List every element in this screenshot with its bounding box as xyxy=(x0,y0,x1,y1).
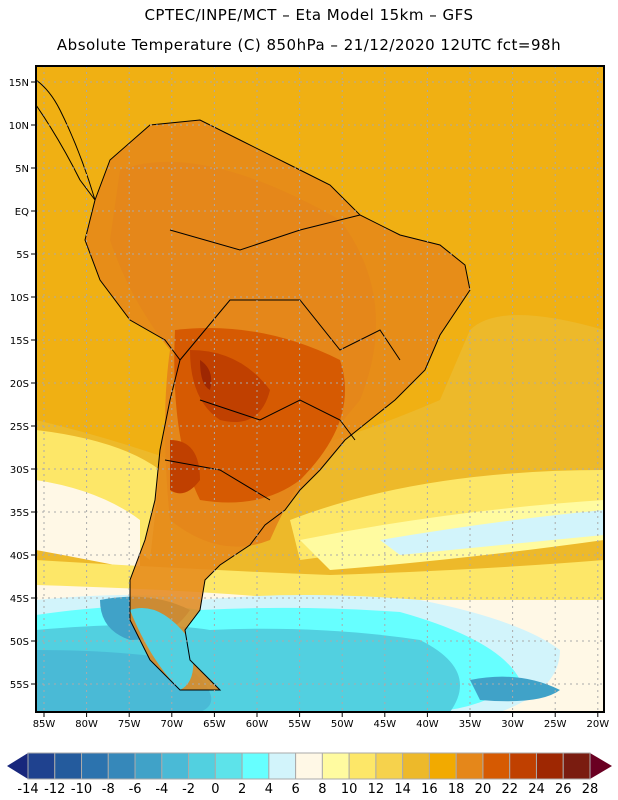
colorbar-label: -4 xyxy=(155,782,168,797)
coastline xyxy=(36,79,471,691)
lon-label: 50W xyxy=(331,719,354,730)
temperature-field xyxy=(36,66,604,712)
colorbar-swatch xyxy=(295,752,323,780)
colorbar-swatch xyxy=(482,752,511,780)
lat-label: 40S xyxy=(10,551,29,562)
colorbar-label: 24 xyxy=(528,782,545,797)
colorbar-label: -6 xyxy=(129,782,142,797)
lat-label: 20S xyxy=(10,379,29,390)
lon-label: 55W xyxy=(288,719,311,730)
colorbar-swatch xyxy=(321,752,350,780)
map-frame xyxy=(35,65,605,713)
colorbar-swatch xyxy=(54,752,83,780)
lon-label: 85W xyxy=(33,719,56,730)
lon-label: 20W xyxy=(586,719,609,730)
colorbar-label: 0 xyxy=(211,782,219,797)
colorbar-label: -10 xyxy=(71,782,92,797)
colorbar-label: 20 xyxy=(475,782,492,797)
colorbar-swatch xyxy=(107,752,136,780)
colorbar-label: 16 xyxy=(421,782,438,797)
colorbar-label: 2 xyxy=(238,782,246,797)
lon-label: 60W xyxy=(246,719,269,730)
lat-label: 15S xyxy=(10,336,29,347)
colorbar-swatch xyxy=(428,752,457,780)
lon-label: 70W xyxy=(160,719,183,730)
colorbar-swatch xyxy=(161,752,190,780)
colorbar-label: 14 xyxy=(394,782,411,797)
colorbar-label: 8 xyxy=(318,782,326,797)
lon-label: 40W xyxy=(416,719,439,730)
colorbar-label: 12 xyxy=(368,782,385,797)
graticule xyxy=(36,66,604,712)
colorbar-swatch xyxy=(81,752,109,780)
colorbar-label: 18 xyxy=(448,782,465,797)
colorbar-label: -14 xyxy=(17,782,38,797)
lon-label: 75W xyxy=(118,719,141,730)
colorbar-swatch xyxy=(348,752,377,780)
lat-label: 10S xyxy=(10,293,29,304)
lat-label: 30S xyxy=(10,465,29,476)
colorbar-low-arrow xyxy=(7,753,28,779)
colorbar-swatch xyxy=(188,752,216,780)
colorbar-swatch xyxy=(402,752,430,780)
colorbar-swatch xyxy=(562,752,591,780)
lat-label: 35S xyxy=(10,508,29,519)
colorbar-label: 22 xyxy=(501,782,518,797)
lat-label: 45S xyxy=(10,594,29,605)
lon-label: 35W xyxy=(459,719,482,730)
colorbar-swatch xyxy=(509,752,537,780)
map-subtitle: Absolute Temperature (C) 850hPa – 21/12/… xyxy=(56,36,562,54)
lat-label: 25S xyxy=(10,422,29,433)
lat-label: 15N xyxy=(9,78,29,89)
colorbar-swatch xyxy=(134,752,163,780)
lat-label: 5S xyxy=(16,250,29,261)
colorbar-label: 6 xyxy=(291,782,299,797)
lat-label: EQ xyxy=(15,207,29,218)
colorbar-swatch xyxy=(375,752,404,780)
lat-label: 10N xyxy=(9,121,29,132)
colorbar: -14 -12 -10 -8 -6 -4 -2 0 2 4 6 8 10 12 14 16 18 20 22 24 26… xyxy=(7,752,612,797)
colorbar-swatch xyxy=(27,752,56,780)
lon-label: 30W xyxy=(501,719,524,730)
colorbar-swatch xyxy=(268,752,297,780)
colorbar-label: 26 xyxy=(555,782,572,797)
colorbar-swatch xyxy=(535,752,564,780)
lon-label: 65W xyxy=(203,719,226,730)
lat-label: 5N xyxy=(15,164,29,175)
lon-label: 25W xyxy=(544,719,567,730)
colorbar-label: -8 xyxy=(102,782,115,797)
colorbar-swatch xyxy=(241,752,270,780)
lat-label: 55S xyxy=(10,680,29,691)
axis-ticks: 15N 10N 5N EQ 5S 10S 15S 20S 25S 30S 35S 40S 45S 50S 5… xyxy=(9,78,609,730)
colorbar-label: 28 xyxy=(582,782,599,797)
map-title: CPTEC/INPE/MCT – Eta Model 15km – GFS xyxy=(144,6,474,24)
colorbar-label: -2 xyxy=(182,782,195,797)
colorbar-label: 10 xyxy=(341,782,358,797)
lon-label: 45W xyxy=(373,719,396,730)
colorbar-swatch xyxy=(214,752,243,780)
colorbar-high-arrow xyxy=(590,753,612,779)
colorbar-label: -12 xyxy=(44,782,65,797)
colorbar-swatch xyxy=(455,752,484,780)
colorbar-label: 4 xyxy=(265,782,273,797)
lon-label: 80W xyxy=(75,719,98,730)
lat-label: 50S xyxy=(10,637,29,648)
